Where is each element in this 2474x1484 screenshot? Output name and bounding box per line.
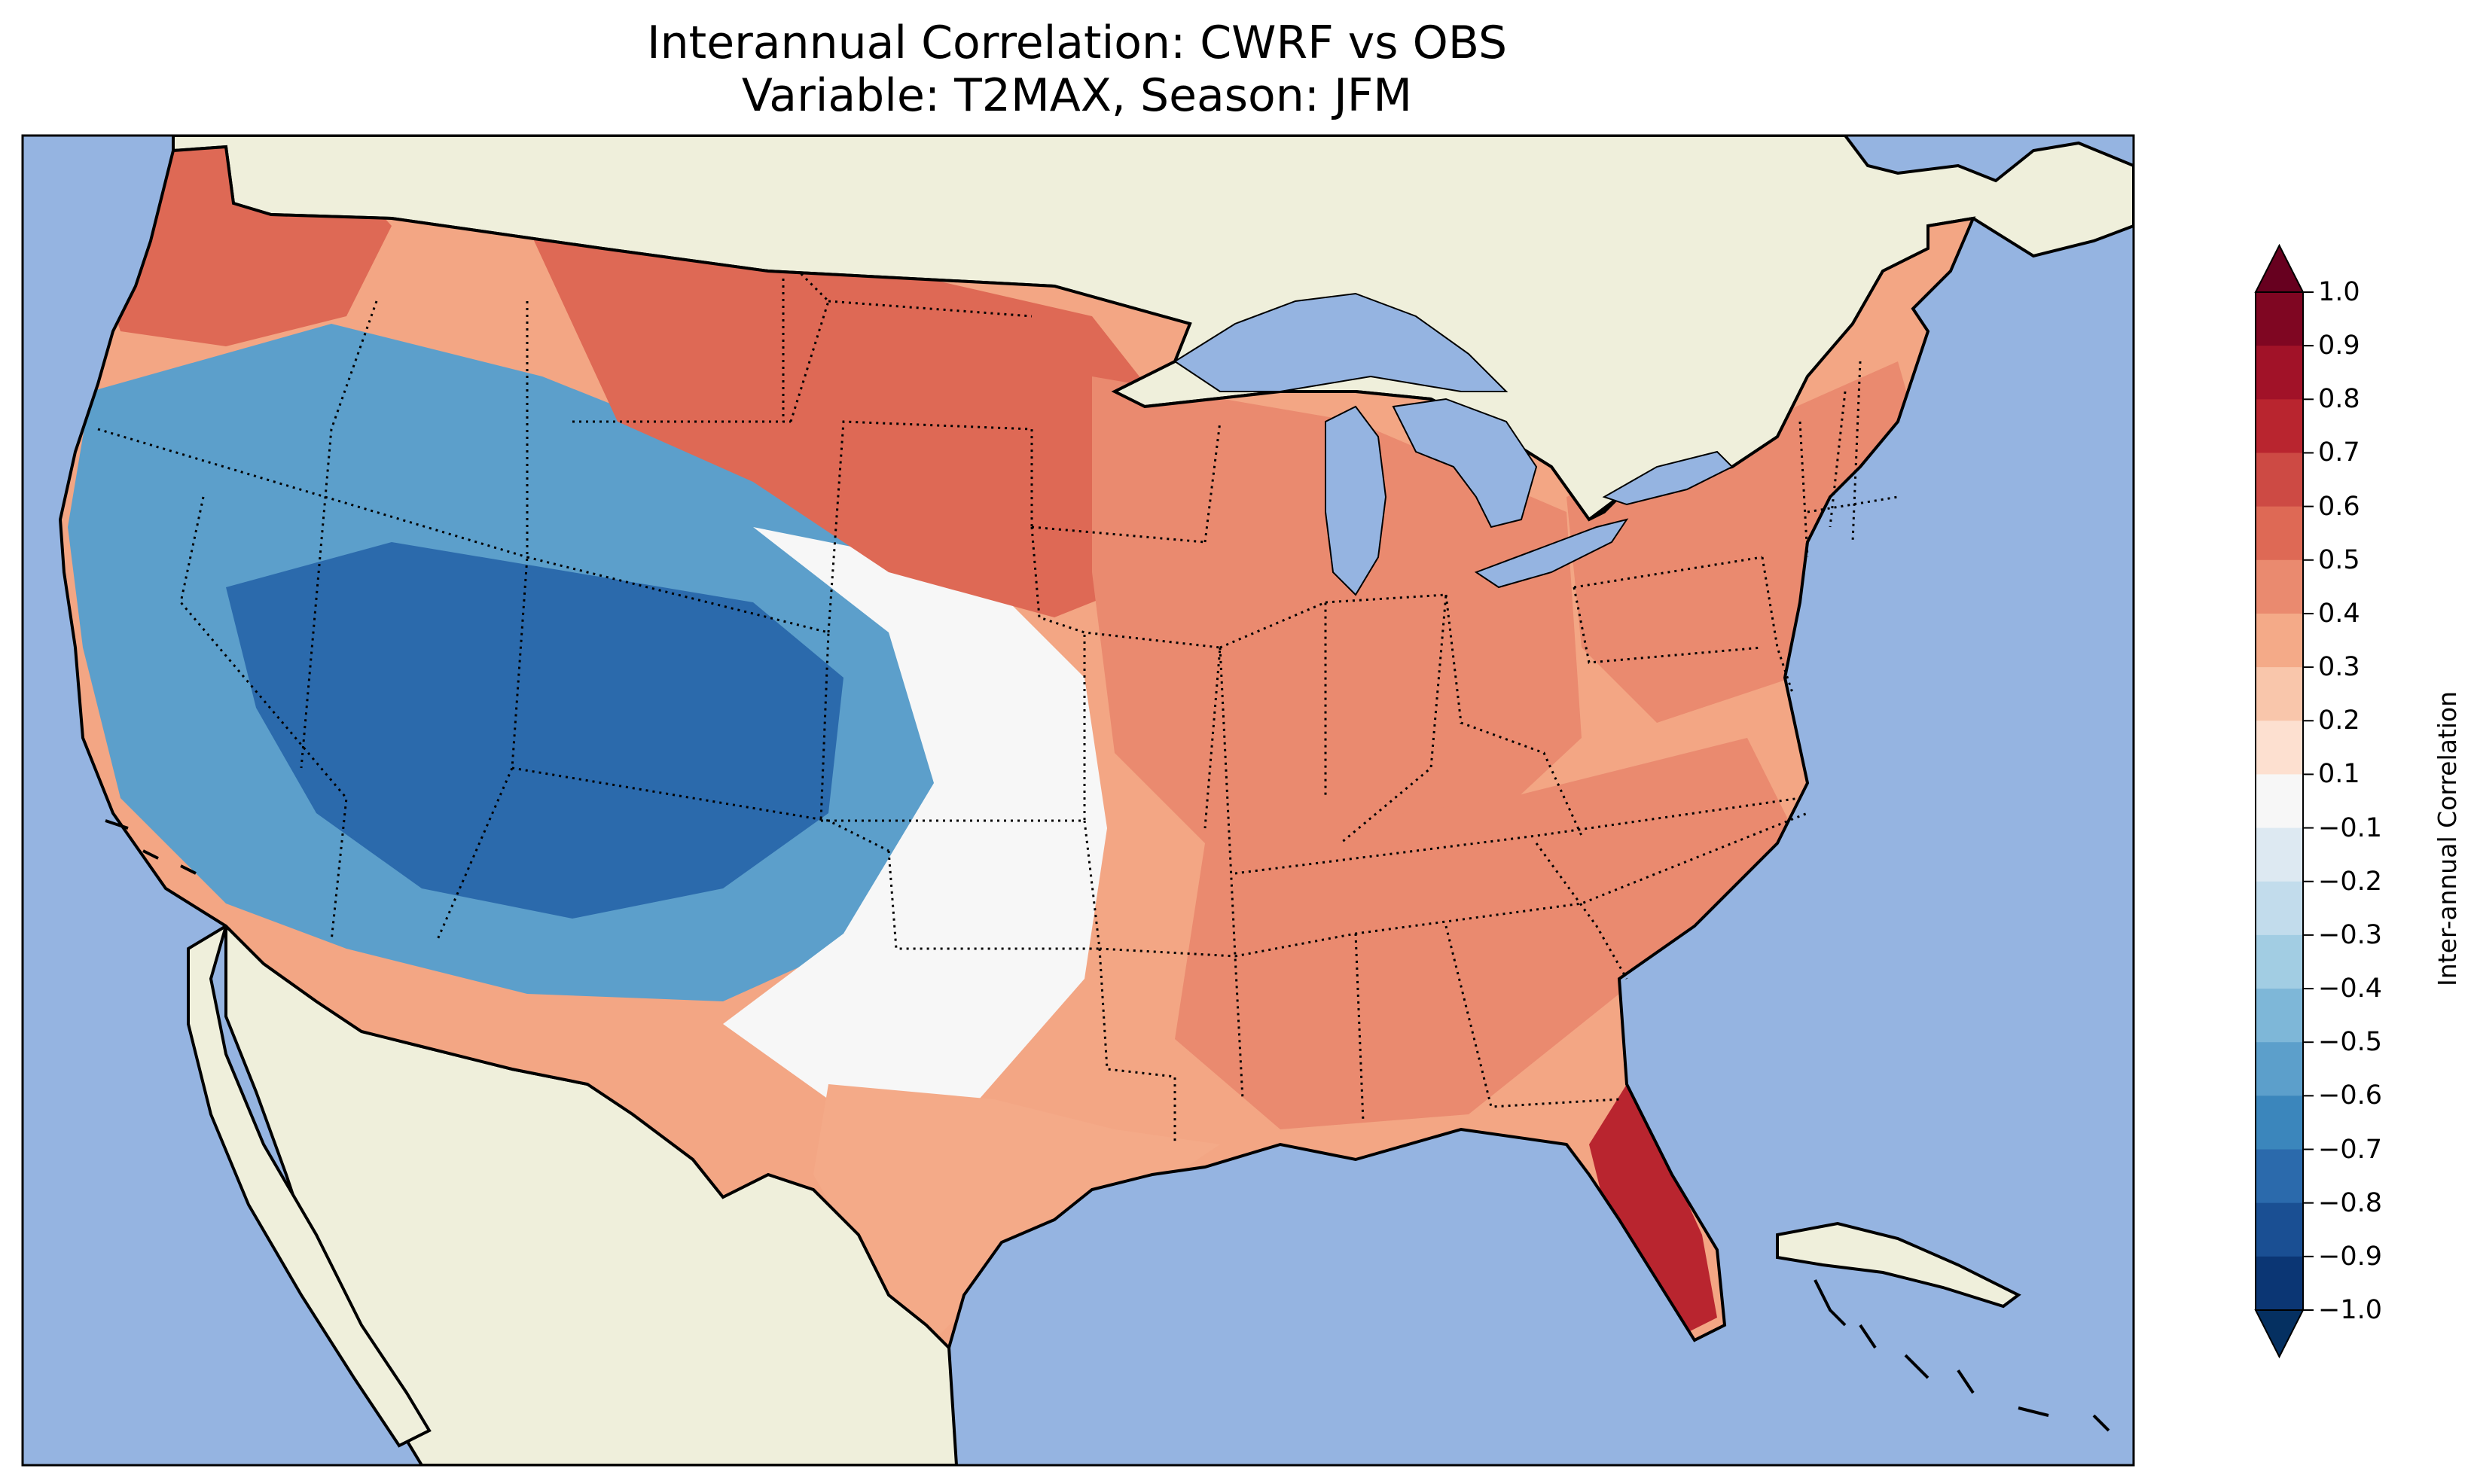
colorbar-tick-label: −0.5 [2318,1027,2382,1058]
state-borders [97,270,1899,1144]
colorbar-extend-min [2254,1309,2305,1359]
baja-california [187,922,432,1448]
great-lakes [1173,292,1734,596]
lake-superior [1173,292,1508,392]
colorbar-tick-label: 0.2 [2318,705,2360,736]
cuba-island [1776,1221,2021,1309]
lake-ontario [1602,450,1734,506]
colorbar-tick-label: 0.7 [2318,437,2360,468]
region-florida-peninsula [1589,1084,1717,1333]
colorbar-band [2256,774,2303,829]
colorbar-tick-label: 0.5 [2318,544,2360,575]
colorbar-band [2256,453,2303,507]
colorbar-band [2256,989,2303,1043]
colorbar-tick-label: −0.6 [2318,1080,2382,1111]
colorbar-tick-label: −0.8 [2318,1187,2382,1218]
colorbar-tick-label: −1.0 [2318,1295,2382,1325]
colorbar-tick-label: 0.9 [2318,331,2360,361]
region-four-corners-core [226,542,843,919]
map-frame [21,134,2135,1467]
colorbar-band [2256,827,2303,882]
lake-michigan [1325,405,1387,596]
colorbar-tick-label: −0.4 [2318,974,2382,1004]
colorbar-tick-label: −0.1 [2318,812,2382,843]
colorbar-band [2256,399,2303,453]
colorbar-band [2256,559,2303,614]
lake-huron [1392,398,1538,529]
colorbar-band [2256,667,2303,721]
colorbar-band [2256,506,2303,561]
colorbar-band [2256,934,2303,989]
colorbar-band [2256,881,2303,936]
colorbar-tick-label: 0.3 [2318,652,2360,683]
colorbar-frame [2255,291,2304,1311]
colorbar-tick-label: −0.7 [2318,1134,2382,1165]
colorbar-tick-label: 0.6 [2318,491,2360,522]
colorbar-tick-label: −0.3 [2318,919,2382,950]
region-gulf-coast-texas [813,1084,1220,1340]
colorbar-band [2256,1042,2303,1096]
region-southeast [1175,738,1792,1129]
colorbar-band [2256,1149,2303,1204]
lake-erie [1474,518,1629,589]
colorbar-extend-max [2254,243,2305,293]
map-title-line1: Interannual Correlation: CWRF vs OBS [646,17,1508,69]
coastal-islands [105,819,2110,1432]
colorbar-band [2256,721,2303,775]
colorbar-tick-label: 0.1 [2318,759,2360,790]
colorbar-tick-label: 0.4 [2318,598,2360,629]
colorbar-label: Inter-annual Correlation [2433,690,2462,986]
colorbar-band [2256,292,2303,346]
region-midwest [1092,376,1582,858]
colorbar-band [2256,613,2303,668]
colorbar-band [2256,1095,2303,1150]
colorbar-band [2256,1202,2303,1257]
map-title-line2: Variable: T2MAX, Season: JFM [741,69,1413,122]
colorbar-tick-label: −0.2 [2318,866,2382,897]
colorbar-tick-label: 0.8 [2318,384,2360,415]
colorbar-band [2256,346,2303,400]
colorbar-tick-label: −0.9 [2318,1241,2382,1272]
colorbar-tick-label: 1.0 [2318,277,2360,307]
region-southern-plains [723,527,1107,1099]
colorbar-band [2256,1256,2303,1311]
region-northeast [1566,361,1928,723]
